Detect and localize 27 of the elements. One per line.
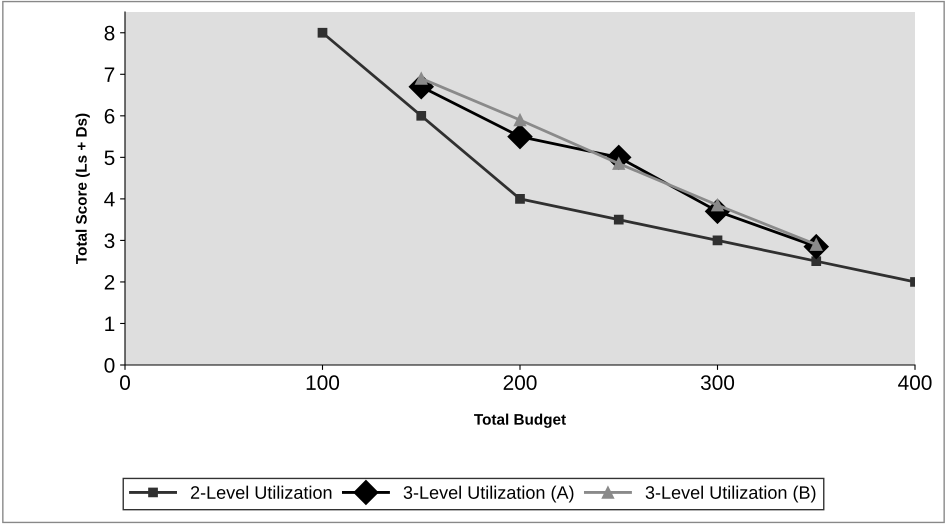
point	[318, 28, 328, 38]
y-tick-label: 6	[104, 108, 114, 124]
y-tick-label: 5	[104, 150, 114, 166]
x-tick-label: 100	[306, 375, 340, 390]
y-tick-label: 7	[104, 68, 114, 82]
point	[508, 124, 532, 150]
y-tick-label: 3	[104, 233, 114, 248]
x-tick-label: 400	[898, 375, 932, 390]
y-tick-label: 8	[104, 26, 114, 41]
y-tick-label: 4	[104, 192, 115, 206]
y-tick-label: 2	[104, 274, 114, 290]
y-axis-title: Total Score (Ls + Ds)	[76, 114, 90, 264]
y-tick-label: 0	[104, 358, 114, 373]
point	[614, 214, 624, 225]
legend-label: 3-Level Utilization (B)	[646, 486, 816, 502]
point	[416, 110, 426, 121]
legend-label: 2-Level Utilization	[190, 486, 332, 499]
y-tick-label: 1	[105, 316, 114, 332]
x-tick-label: 300	[700, 375, 734, 390]
x-tick-label: 0	[120, 375, 130, 390]
point	[515, 194, 525, 204]
x-axis-title: Total Budget	[474, 414, 566, 428]
point	[712, 236, 722, 246]
x-tick-label: 200	[504, 375, 537, 390]
point	[514, 114, 526, 126]
legend-label: 3-Level Utilization (A)	[404, 486, 574, 502]
point	[415, 72, 428, 85]
